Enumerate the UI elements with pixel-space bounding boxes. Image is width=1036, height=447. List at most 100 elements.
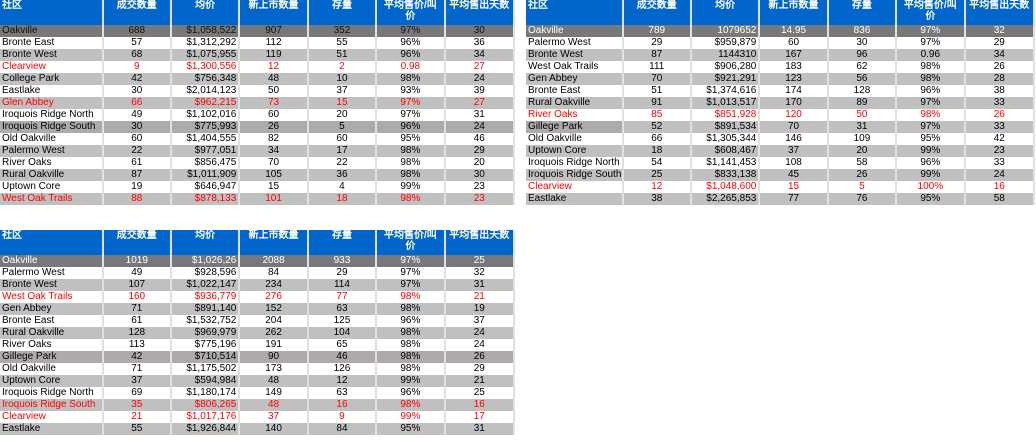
cell-sale-to-list-ratio: 98% — [376, 73, 446, 85]
cell-avg-price: $756,348 — [170, 73, 241, 85]
column-header-sale-to-list-ratio: 平均售价/叫价 — [376, 230, 446, 255]
cell-sales-count: 60 — [102, 133, 172, 145]
cell-sales-count: 107 — [102, 279, 172, 291]
cell-community: Palermo West — [0, 267, 104, 279]
cell-sale-to-list-ratio: 0.96 — [896, 49, 966, 61]
cell-community: College Park — [0, 73, 104, 85]
cell-inventory: 16 — [307, 399, 378, 411]
cell-avg-price: $1,312,292 — [170, 37, 241, 49]
cell-days-on-market: 29 — [444, 145, 516, 157]
cell-community: Uptown Core — [0, 375, 104, 387]
table-row: Bronte East 51 $1,374,616 174 128 96% 38 — [526, 85, 1036, 97]
cell-days-on-market: 23 — [444, 193, 516, 205]
cell-sale-to-list-ratio: 97% — [376, 109, 446, 121]
cell-inventory: 30 — [827, 37, 898, 49]
table-row: Iroquois Ridge North 49 $1,102,016 60 20 97% 3… — [0, 109, 516, 121]
cell-sales-count: 49 — [102, 267, 172, 279]
cell-community: Rural Oakville — [526, 97, 624, 109]
cell-days-on-market: 24 — [964, 169, 1036, 181]
cell-avg-price: $2,265,853 — [690, 193, 761, 205]
cell-sales-count: 87 — [102, 169, 172, 181]
column-header-avg-price: 均价 — [170, 230, 241, 255]
table-row: Rural Oakville 87 $1,011,909 105 36 98% 30 — [0, 169, 516, 181]
cell-new-listings: 45 — [759, 169, 829, 181]
table-row: Uptown Core 37 $594,984 48 12 99% 21 — [0, 375, 516, 387]
cell-days-on-market: 34 — [964, 49, 1036, 61]
cell-community: Old Oakville — [526, 133, 624, 145]
cell-sales-count: 61 — [102, 157, 172, 169]
cell-days-on-market: 24 — [444, 339, 516, 351]
cell-inventory: 836 — [827, 25, 898, 37]
cell-inventory: 17 — [307, 145, 378, 157]
cell-new-listings: 907 — [239, 25, 309, 37]
cell-sales-count: 55 — [102, 423, 172, 435]
table-row: Old Oakville 71 $1,175,502 173 126 98% 29 — [0, 363, 516, 375]
cell-inventory: 104 — [307, 327, 378, 339]
cell-sales-count: 66 — [622, 133, 692, 145]
cell-inventory: 128 — [827, 85, 898, 97]
cell-days-on-market: 33 — [964, 97, 1036, 109]
table-row: Iroquois Ridge North 69 $1,180,174 149 63 96%… — [0, 387, 516, 399]
cell-sale-to-list-ratio: 97% — [896, 97, 966, 109]
table-row: West Oak Trails 160 $936,779 276 77 98% 21 — [0, 291, 516, 303]
cell-sales-count: 30 — [102, 85, 172, 97]
column-header-days-on-market: 平均售出天数 — [444, 230, 516, 255]
cell-sale-to-list-ratio: 97% — [896, 25, 966, 37]
cell-inventory: 12 — [307, 375, 378, 387]
table-row: Uptown Core 19 $646,947 15 4 99% 23 — [0, 181, 516, 193]
cell-avg-price: $1,300,556 — [170, 61, 241, 73]
cell-avg-price: $891,140 — [170, 303, 241, 315]
cell-sale-to-list-ratio: 98% — [376, 351, 446, 363]
cell-new-listings: 15 — [759, 181, 829, 193]
cell-sales-count: 71 — [102, 363, 172, 375]
column-header-sales-count: 成交数量 — [102, 0, 172, 25]
cell-avg-price: $775,993 — [170, 121, 241, 133]
column-header-community: 社区 — [0, 230, 104, 255]
cell-new-listings: 276 — [239, 291, 309, 303]
cell-avg-price: $1,022,147 — [170, 279, 241, 291]
cell-community: River Oaks — [0, 339, 104, 351]
cell-sale-to-list-ratio: 99% — [376, 411, 446, 423]
cell-days-on-market: 25 — [444, 387, 516, 399]
cell-days-on-market: 39 — [444, 85, 516, 97]
cell-sales-count: 66 — [102, 97, 172, 109]
cell-days-on-market: 24 — [444, 327, 516, 339]
cell-sales-count: 30 — [102, 121, 172, 133]
cell-inventory: 4 — [307, 181, 378, 193]
cell-community: Uptown Core — [0, 181, 104, 193]
cell-new-listings: 105 — [239, 169, 309, 181]
cell-sales-count: 88 — [102, 193, 172, 205]
header-row: 社区 成交数量 均价 新上市数量 存量 平均售价/叫价 平均售出天数 — [0, 230, 516, 255]
cell-community: Clearview — [0, 61, 104, 73]
cell-sale-to-list-ratio: 98% — [896, 73, 966, 85]
table-row: Iroquois Ridge South 35 $806,265 48 16 98% 16 — [0, 399, 516, 411]
cell-inventory: 56 — [827, 73, 898, 85]
cell-sale-to-list-ratio: 98% — [896, 61, 966, 73]
cell-new-listings: 152 — [239, 303, 309, 315]
cell-sales-count: 22 — [102, 145, 172, 157]
cell-sale-to-list-ratio: 99% — [376, 181, 446, 193]
cell-community: Bronte East — [526, 85, 624, 97]
header-row: 社区 成交数量 均价 新上市数量 存量 平均售价/叫价 平均售出天数 — [526, 0, 1036, 25]
cell-avg-price: $1,075,955 — [170, 49, 241, 61]
cell-days-on-market: 19 — [444, 303, 516, 315]
table-row: Bronte West 87 1144310 167 96 0.96 34 — [526, 49, 1036, 61]
cell-community: Iroquois Ridge North — [0, 109, 104, 121]
cell-days-on-market: 32 — [444, 267, 516, 279]
cell-avg-price: $1,058,522 — [170, 25, 241, 37]
cell-community: West Oak Trails — [0, 291, 104, 303]
cell-avg-price: 1144310 — [690, 49, 761, 61]
cell-new-listings: 174 — [759, 85, 829, 97]
cell-community: Eastlake — [0, 423, 104, 435]
cell-community: Uptown Core — [526, 145, 624, 157]
cell-community: Oakville — [0, 25, 104, 37]
column-header-inventory: 存量 — [307, 230, 378, 255]
cell-sales-count: 9 — [102, 61, 172, 73]
table-row: Bronte West 68 $1,075,955 119 51 96% 34 — [0, 49, 516, 61]
cell-new-listings: 119 — [239, 49, 309, 61]
cell-community: River Oaks — [526, 109, 624, 121]
column-header-inventory: 存量 — [307, 0, 378, 25]
cell-new-listings: 149 — [239, 387, 309, 399]
cell-new-listings: 15 — [239, 181, 309, 193]
cell-avg-price: $1,011,909 — [170, 169, 241, 181]
